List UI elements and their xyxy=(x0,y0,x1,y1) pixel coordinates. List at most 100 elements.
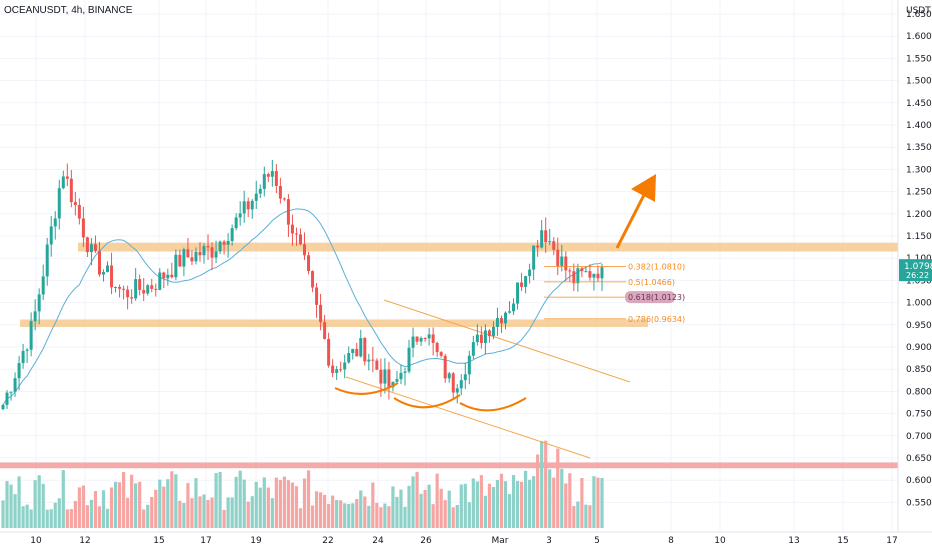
candle-body xyxy=(383,369,387,384)
candle-body xyxy=(331,365,335,373)
moving-average xyxy=(2,208,603,406)
volume-bar xyxy=(572,506,576,528)
candle-body xyxy=(491,326,495,337)
candle-body xyxy=(134,279,138,299)
x-tick-label: 10 xyxy=(30,536,42,546)
candle-body xyxy=(419,338,423,342)
candle-body xyxy=(97,250,101,275)
volume-bar xyxy=(451,507,455,528)
candle-body xyxy=(556,249,560,266)
candle-body xyxy=(504,312,507,324)
x-axis[interactable]: 10 12 15 17 19 22 24 26 Mar 3 5 8 10 13 15 17 xyxy=(30,536,897,546)
candle-body xyxy=(49,226,53,245)
volume-bar xyxy=(97,506,102,528)
candle-body xyxy=(262,174,266,189)
volume-bar xyxy=(274,477,278,528)
candle-body xyxy=(339,369,343,371)
candle-body xyxy=(290,224,294,234)
volume-bar xyxy=(363,496,367,528)
volume-bar xyxy=(109,487,114,528)
x-tick-label: 13 xyxy=(788,536,799,546)
candle-body xyxy=(475,334,479,343)
volume-bar xyxy=(218,472,222,528)
volume-bar xyxy=(592,476,596,528)
candles[interactable] xyxy=(1,160,604,411)
y-tick-label: 1.0500 xyxy=(906,276,932,286)
y-tick-label: 1.5000 xyxy=(906,77,932,87)
volume-bar xyxy=(41,483,45,528)
volume-bar xyxy=(254,481,258,528)
volume-bar xyxy=(73,500,77,528)
volume-bar xyxy=(246,501,250,528)
volume-bar xyxy=(122,472,126,528)
volume-bar xyxy=(580,478,584,528)
x-tick-label: 19 xyxy=(250,536,262,546)
candle-body xyxy=(154,288,158,290)
candle-body xyxy=(584,271,588,273)
volume-bar xyxy=(298,508,303,528)
candle-body xyxy=(431,334,435,343)
volume-bar xyxy=(459,484,463,528)
volume-bar xyxy=(45,509,49,528)
candle-body xyxy=(359,338,363,357)
volume-bar xyxy=(194,478,198,528)
candle-body xyxy=(323,322,327,339)
candle-body xyxy=(114,286,118,288)
volume-bar xyxy=(17,476,21,528)
candle-body xyxy=(375,360,379,370)
volume-bar xyxy=(282,476,286,528)
volume-bar xyxy=(174,474,178,528)
candle-body xyxy=(126,289,130,298)
volume-bar xyxy=(170,471,174,528)
x-tick-label: 15 xyxy=(837,536,848,546)
candle-body xyxy=(270,171,274,177)
y-tick-label: 0.5500 xyxy=(906,498,932,508)
volume-bar xyxy=(33,480,37,528)
volume-bar xyxy=(29,509,33,528)
volume-bar xyxy=(306,470,311,528)
volume-bar xyxy=(327,504,331,528)
candle-body xyxy=(499,318,503,324)
volume-bar xyxy=(395,496,399,528)
volume-bar xyxy=(387,506,391,528)
volume-bar xyxy=(117,482,122,528)
candle-body xyxy=(407,347,411,372)
x-tick-label: 8 xyxy=(668,536,674,546)
candle-body xyxy=(254,193,258,201)
candle-body xyxy=(471,342,475,356)
channel-upper-line xyxy=(383,299,631,383)
candle-body xyxy=(399,372,403,380)
candle-body xyxy=(13,378,17,392)
candle-body xyxy=(435,342,439,353)
candle-body xyxy=(17,363,21,379)
x-tick-label: 24 xyxy=(372,536,384,546)
candle-body xyxy=(226,241,230,245)
candle-body xyxy=(106,265,110,273)
candle-body xyxy=(162,272,166,279)
volume-bar xyxy=(202,494,206,528)
volume-bar xyxy=(419,493,423,528)
candle-body xyxy=(178,254,182,267)
volume-bar xyxy=(339,500,343,528)
last-price-countdown: 26:22 xyxy=(906,271,929,280)
volume-bar xyxy=(564,483,568,528)
y-tick-label: 1.4500 xyxy=(906,99,932,109)
volume-bar xyxy=(238,470,242,528)
volume-bar xyxy=(85,505,90,528)
volume-bar xyxy=(182,502,186,528)
candle-body xyxy=(347,353,351,363)
candle-body xyxy=(274,171,278,186)
candle-body xyxy=(182,249,186,267)
volume-bar xyxy=(89,499,94,528)
volume-bar xyxy=(351,503,355,528)
candle-body xyxy=(33,311,37,322)
candle-body xyxy=(9,391,13,393)
candle-body xyxy=(174,254,178,278)
volume-bar xyxy=(411,476,415,528)
volume-bar xyxy=(286,480,291,528)
candle-body xyxy=(57,188,61,219)
